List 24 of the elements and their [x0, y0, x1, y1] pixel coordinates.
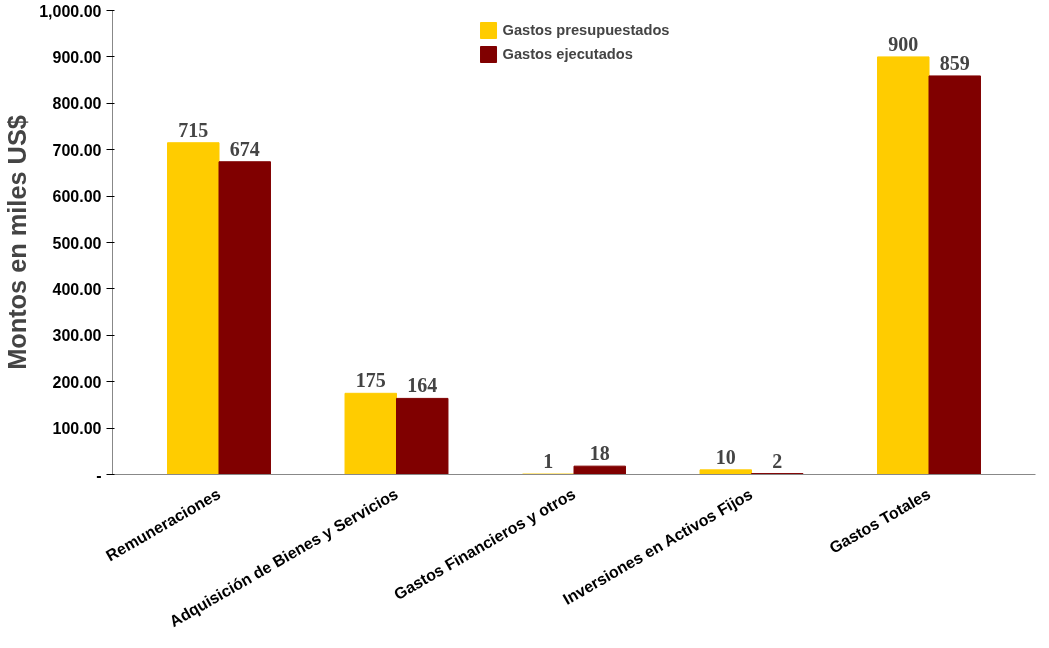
y-tick-label: 200.00 [52, 373, 102, 391]
data-label: 900 [888, 32, 919, 55]
y-tick-label: 100.00 [52, 420, 102, 438]
data-label: 1 [543, 450, 554, 473]
data-label: 164 [407, 374, 438, 397]
data-label: 10 [715, 445, 736, 468]
legend-label: Gastos ejecutados [502, 46, 633, 62]
y-tick-label: 600.00 [52, 188, 102, 206]
y-tick-label: 500.00 [52, 234, 102, 252]
data-label: 18 [589, 442, 610, 465]
data-label: 2 [772, 449, 783, 472]
y-axis-title: Montos en miles US$ [3, 115, 32, 370]
data-label: 674 [229, 137, 260, 160]
y-tick-label: 700.00 [52, 141, 102, 159]
data-label: 859 [939, 51, 970, 74]
y-tick-label: 800.00 [52, 95, 102, 113]
legend-label: Gastos presupuestados [502, 22, 670, 38]
y-tick-label: 1,000.00 [39, 2, 102, 20]
y-tick-label: 400.00 [52, 280, 102, 298]
y-tick-label: - [96, 466, 102, 484]
data-label: 715 [178, 118, 209, 141]
data-label: 175 [355, 369, 386, 392]
y-tick-label: 900.00 [52, 48, 102, 66]
y-tick-label: 300.00 [52, 327, 102, 345]
